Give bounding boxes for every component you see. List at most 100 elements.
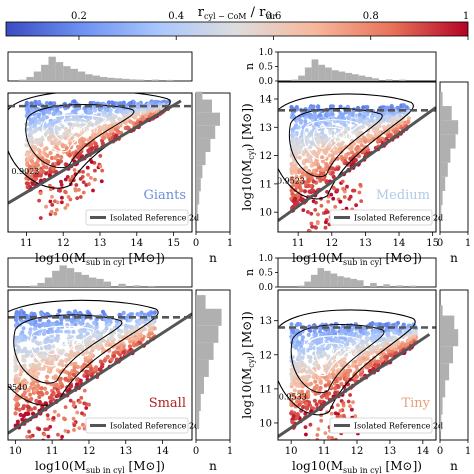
- data-point: [289, 392, 294, 397]
- data-point: [34, 162, 39, 167]
- hist-bar: [196, 125, 216, 139]
- colorbar-tick-label: 1: [463, 11, 469, 22]
- data-point: [366, 364, 371, 369]
- data-point: [304, 128, 309, 133]
- colorbar-label: rcyl − CoM / rvir: [198, 5, 277, 21]
- data-point: [319, 354, 324, 359]
- data-point: [297, 146, 303, 152]
- sample-label: Small: [149, 396, 186, 411]
- data-point: [324, 220, 328, 225]
- data-point: [65, 203, 70, 207]
- data-point: [297, 383, 302, 388]
- data-point: [294, 155, 299, 160]
- x-axis-label: log10(Msub in cyl [M⊙]): [292, 251, 422, 267]
- data-point: [77, 346, 82, 351]
- data-point: [309, 221, 314, 226]
- n-axis-label: n: [243, 63, 256, 70]
- data-point: [359, 199, 364, 204]
- data-point: [26, 405, 31, 410]
- data-point: [306, 332, 311, 337]
- data-point: [27, 330, 32, 335]
- data-point: [58, 329, 64, 334]
- data-point: [373, 322, 379, 327]
- data-point: [73, 361, 78, 366]
- data-point: [341, 329, 346, 334]
- data-point: [311, 104, 316, 109]
- legend-text: Isolated Reference 2d: [110, 214, 199, 223]
- data-point: [147, 323, 152, 328]
- data-point: [25, 458, 29, 462]
- n-tick-label: 1: [465, 238, 471, 249]
- data-point: [53, 374, 58, 379]
- hist-bar: [338, 71, 346, 81]
- data-point: [56, 118, 61, 123]
- data-point: [314, 383, 319, 389]
- plot-area: 0.9533 0.5782: [278, 309, 436, 440]
- hist-bar: [440, 91, 443, 107]
- legend-text: Isolated Reference 2d: [354, 214, 443, 223]
- data-point: [25, 435, 29, 439]
- hist-bar: [103, 281, 112, 287]
- data-point: [133, 113, 138, 118]
- data-point: [49, 209, 54, 214]
- data-point: [59, 179, 63, 184]
- data-point: [93, 141, 98, 146]
- data-point: [379, 356, 384, 361]
- data-point: [105, 107, 110, 112]
- data-point: [15, 395, 21, 400]
- data-point: [297, 185, 302, 190]
- data-point: [304, 374, 309, 379]
- contour-label: 0.9023: [11, 167, 39, 176]
- data-point: [351, 400, 355, 404]
- data-point: [21, 358, 26, 363]
- data-point: [319, 203, 324, 208]
- data-point: [310, 114, 315, 119]
- hist-bar: [330, 273, 338, 287]
- data-point: [72, 122, 77, 128]
- data-point: [59, 155, 64, 160]
- hist-bar: [122, 78, 130, 81]
- data-point: [60, 434, 64, 439]
- data-point: [24, 411, 29, 416]
- hist-bar: [440, 346, 453, 364]
- data-point: [331, 374, 336, 379]
- hist-bar: [63, 66, 71, 81]
- data-point: [344, 376, 349, 381]
- data-point: [362, 119, 367, 124]
- data-point: [37, 112, 42, 117]
- data-point: [345, 104, 350, 110]
- data-point: [383, 107, 388, 112]
- data-point: [99, 179, 104, 184]
- data-point: [309, 211, 314, 216]
- data-point: [343, 189, 347, 194]
- contour-mid: [25, 103, 135, 168]
- data-point: [297, 322, 303, 327]
- data-point: [78, 124, 83, 129]
- data-point: [27, 137, 32, 142]
- data-point: [33, 116, 38, 121]
- data-point: [45, 374, 50, 379]
- hist-bar: [399, 79, 406, 81]
- data-point: [27, 429, 31, 434]
- hist-bar: [196, 342, 214, 360]
- data-point: [73, 322, 78, 327]
- contour-inner: [305, 335, 361, 377]
- data-point: [310, 188, 315, 193]
- data-point: [347, 114, 352, 119]
- data-point: [320, 130, 325, 135]
- hist-bar: [196, 191, 200, 205]
- data-point: [307, 233, 311, 237]
- data-point: [311, 179, 316, 184]
- contour-inner: [30, 325, 95, 367]
- hist-bar: [317, 268, 325, 287]
- data-point: [340, 179, 345, 184]
- data-point: [139, 328, 144, 333]
- data-point: [394, 323, 399, 329]
- data-point: [360, 125, 365, 130]
- data-point: [325, 190, 329, 194]
- data-point: [54, 382, 59, 387]
- data-point: [17, 407, 22, 412]
- data-point: [381, 125, 386, 130]
- data-point: [97, 107, 102, 112]
- data-point: [62, 131, 67, 136]
